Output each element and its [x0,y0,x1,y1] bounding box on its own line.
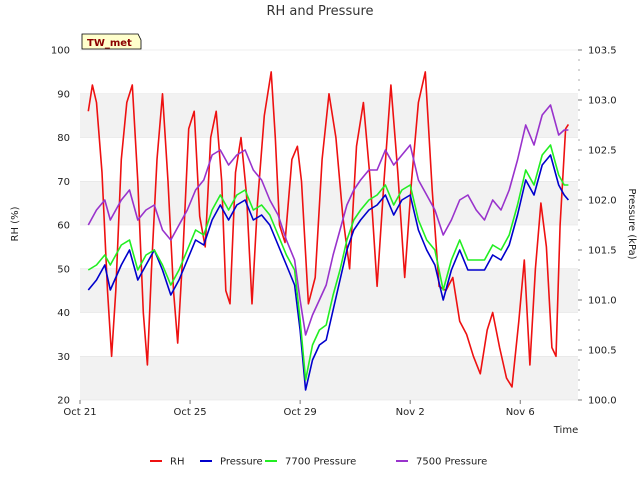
axes-layer: 20 30 40 50 60 70 80 90 100 100.0 100.5 101.0 101.5 1… [51,46,617,419]
legend-label: Pressure [220,457,263,468]
x-tick-label: Oct 29 [284,407,317,418]
y-tick-label: 100 [51,46,70,57]
legend: RH Pressure 7700 Pressure 7500 Pressure [150,457,487,468]
y2-tick-label: 103.0 [588,96,617,107]
legend-label: 7700 Pressure [285,457,356,468]
series-line-pressure [87,154,570,391]
y-tick-label: 50 [57,264,70,275]
series-line-7700-pressure [87,144,569,381]
y2-tick-label: 100.5 [588,346,617,357]
y-tick-label: 60 [57,221,70,232]
site-badge: TW_met [81,33,142,50]
y2-tick-label: 100.0 [588,396,617,407]
site-badge-box [81,33,142,50]
x-tick-label: Oct 21 [63,407,96,418]
series-line-rh [87,71,570,388]
legend-label: RH [170,457,184,468]
x-tick-label: Nov 6 [506,407,535,418]
y-tick-label: 20 [57,396,70,407]
x-tick-label: Nov 2 [396,407,425,418]
y2-tick-label: 102.5 [588,146,617,157]
chart-title: RH and Pressure [266,4,373,19]
y2-tick-label: 102.0 [588,196,617,207]
plot-area [80,49,578,401]
legend-label: 7500 Pressure [416,457,487,468]
y-tick-label: 70 [57,177,70,188]
y-tick-label: 90 [57,89,70,100]
series-layer [87,71,570,391]
x-tick-label: Oct 25 [173,407,206,418]
x-axis-title: Time [553,425,578,436]
y-axis-title: RH (%) [10,206,21,241]
site-label: TW_met [87,38,132,49]
y-tick-label: 30 [57,352,70,363]
grid-band [80,356,578,400]
y-tick-label: 80 [57,133,70,144]
y2-tick-label: 101.5 [588,246,617,257]
series-line-7500-pressure [87,104,569,336]
y-tick-label: 40 [57,308,70,319]
y2-axis-title: Pressure (kPa) [626,188,637,259]
y2-tick-label: 101.0 [588,296,617,307]
y2-tick-label: 103.5 [588,46,617,57]
